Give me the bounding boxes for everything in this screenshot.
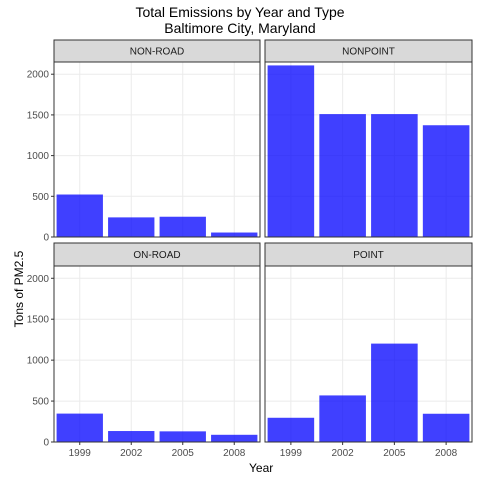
bar-2005 (371, 114, 418, 237)
bar-1999 (56, 194, 103, 237)
bar-1999 (56, 413, 103, 442)
panel-border (264, 61, 473, 238)
bar-2005 (159, 216, 206, 237)
x-tick-label: 1999 (69, 448, 92, 459)
chart-subtitle: Baltimore City, Maryland (164, 20, 316, 36)
x-tick-label: 1999 (280, 448, 303, 459)
bar-1999 (267, 417, 315, 442)
y-tick-label: 1500 (27, 315, 50, 326)
facet-label: POINT (353, 250, 384, 261)
panel-non-road: NON-ROAD 0 500 1000 1500 2000 (27, 39, 261, 244)
bar-1999 (267, 65, 315, 237)
y-tick-label: 500 (32, 192, 49, 203)
bar-2008 (422, 413, 470, 442)
panel-on-road: ON-ROAD 0 500 1000 1500 2000 1999 2002 2005 2008 (27, 242, 261, 459)
y-axis-title: Tons of PM2.5 (12, 250, 26, 328)
y-tick-label: 0 (43, 233, 49, 244)
y-tick-label: 2000 (27, 70, 50, 81)
x-tick-label: 2002 (120, 448, 143, 459)
y-tick-label: 1000 (27, 151, 50, 162)
panel-point: POINT 1999 2002 2005 2008 (264, 242, 473, 459)
bar-2008 (211, 232, 258, 237)
x-tick-label: 2008 (223, 448, 246, 459)
x-tick-label: 2005 (172, 448, 195, 459)
panel-border (264, 265, 473, 443)
facet-label: ON-ROAD (133, 250, 180, 261)
bar-2002 (108, 431, 155, 442)
facet-label: NONPOINT (342, 47, 395, 58)
y-tick-label: 1000 (27, 356, 50, 367)
bar-2005 (371, 343, 418, 442)
bar-2002 (319, 395, 366, 442)
x-tick-label: 2002 (332, 448, 355, 459)
bar-2002 (108, 217, 155, 237)
panel-border (53, 61, 261, 238)
bar-2005 (159, 431, 206, 442)
y-tick-label: 2000 (27, 274, 50, 285)
x-axis-title: Year (249, 461, 274, 475)
bar-2002 (319, 114, 366, 237)
chart-title: Total Emissions by Year and Type (135, 4, 345, 20)
y-tick-label: 500 (32, 397, 49, 408)
panel-nonpoint: NONPOINT (264, 39, 473, 238)
bar-2008 (422, 125, 470, 237)
x-tick-label: 2005 (383, 448, 406, 459)
x-tick-label: 2008 (435, 448, 458, 459)
y-tick-label: 1500 (27, 110, 50, 121)
panel-border (53, 265, 261, 443)
y-tick-label: 0 (43, 438, 49, 449)
facet-label: NON-ROAD (130, 47, 184, 58)
bar-2008 (211, 434, 258, 442)
